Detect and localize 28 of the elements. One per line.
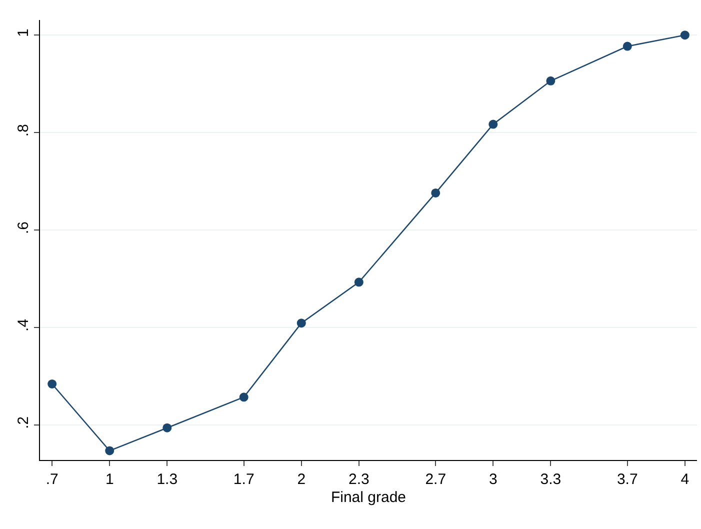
point bbox=[162, 423, 172, 432]
x-tick-label: 1 bbox=[105, 471, 114, 488]
x-tick-label: 2.7 bbox=[425, 471, 446, 488]
x-tick-label: 3.7 bbox=[616, 471, 638, 488]
x-tick-label: 3 bbox=[488, 471, 498, 488]
point bbox=[488, 120, 498, 129]
x-tick-label: 3.3 bbox=[540, 471, 562, 488]
y-tick-label: .8 bbox=[15, 124, 32, 137]
x-tick-label: 4 bbox=[680, 471, 690, 488]
y-tick-label: .6 bbox=[15, 222, 32, 234]
y-tick-label: .2 bbox=[15, 416, 32, 429]
x-tick-label: 2 bbox=[297, 471, 306, 488]
point bbox=[239, 392, 248, 402]
y-tick-label: 1 bbox=[15, 28, 32, 38]
x-tick-label: 2.3 bbox=[348, 471, 370, 488]
point bbox=[296, 318, 306, 328]
x-tick-label: 1.3 bbox=[156, 471, 178, 488]
point bbox=[354, 278, 364, 287]
point bbox=[48, 379, 57, 388]
point bbox=[622, 42, 632, 51]
x-axis-title: Final grade bbox=[330, 489, 406, 506]
x-tick-label: .7 bbox=[46, 471, 58, 488]
point bbox=[546, 76, 556, 86]
x-tick-label: 1.7 bbox=[233, 471, 254, 488]
y-tick-label: .4 bbox=[15, 318, 32, 332]
point bbox=[105, 446, 114, 456]
point bbox=[680, 30, 690, 40]
point bbox=[431, 188, 440, 198]
